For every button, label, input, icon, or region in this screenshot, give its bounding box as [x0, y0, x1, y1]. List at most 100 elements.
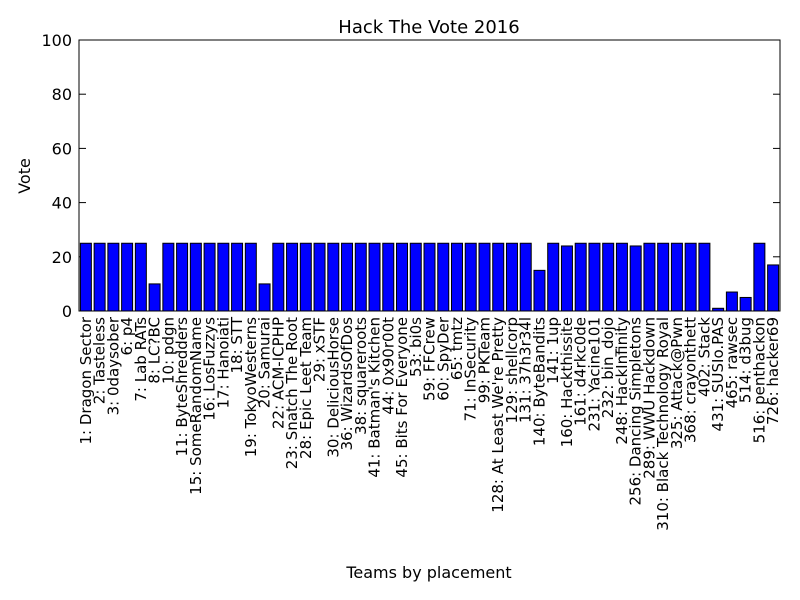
- bar: [409, 242, 422, 312]
- bar: [684, 242, 697, 312]
- x-tick-label: 30: DeliciousHorse: [324, 317, 342, 458]
- bars: [79, 242, 780, 312]
- x-tick-label: 131: 37h3r34l: [517, 317, 535, 423]
- x-tick-label: 256: Dancing Simpletons: [627, 317, 645, 506]
- x-tick-label: 44: 0x90r00t: [379, 317, 397, 415]
- bar: [107, 242, 120, 312]
- y-axis-label: Vote: [15, 158, 34, 194]
- x-tick-label: 11: ByteShredders: [173, 317, 191, 457]
- x-tick-label: 514: d3bug: [737, 317, 755, 403]
- x-tick-label: 45: Bits For Everyone: [393, 317, 411, 478]
- y-tick-label: 20: [52, 248, 72, 267]
- x-tick-label: 1: Dragon Sector: [77, 316, 95, 444]
- x-tick-label: 17: Hanoiati: [214, 317, 232, 408]
- x-tick-label: 231: Yacine101: [585, 317, 603, 432]
- x-tick-label: 22: ACM-ICPHP: [269, 317, 287, 429]
- y-tick-label: 0: [62, 302, 72, 321]
- bar: [574, 242, 587, 312]
- x-tick-label: 289: WWU Hackdown: [640, 317, 658, 479]
- x-tick-label: 19: TokyoWesterns: [242, 317, 260, 457]
- bar: [382, 242, 395, 312]
- bar: [93, 242, 106, 312]
- bar: [505, 242, 518, 312]
- x-tick-label: 402: Stack: [695, 317, 713, 397]
- bar: [450, 242, 463, 312]
- bar: [698, 242, 711, 312]
- bar: [602, 242, 615, 312]
- bar: [286, 242, 299, 312]
- x-tick-label: 16: LosFuzzys: [201, 317, 219, 421]
- y-tick-label: 60: [52, 139, 72, 158]
- x-tick-label: 6: p4: [118, 317, 136, 355]
- x-tick-label: 516: penthackon: [750, 317, 768, 443]
- bar: [121, 242, 134, 312]
- bar: [327, 242, 340, 312]
- bar: [560, 245, 573, 312]
- bar: [231, 242, 244, 312]
- bar: [341, 242, 354, 312]
- y-tick-label: 40: [52, 194, 72, 213]
- x-tick-label: 310: Black Technology Royal: [654, 317, 672, 531]
- bar: [478, 242, 491, 312]
- bar: [533, 269, 546, 312]
- bar: [203, 242, 216, 312]
- x-tick-label: 10: pdgn: [159, 317, 177, 384]
- x-tick-label: 15: SomeRandomName: [187, 317, 205, 495]
- bar: [464, 242, 477, 312]
- bar: [244, 242, 257, 312]
- x-tick-label: 20: Samurai: [256, 317, 274, 408]
- x-tick-label: 36: WizardsOfDos: [338, 317, 356, 451]
- x-tick-label: 99: PKTeam: [475, 317, 493, 403]
- bar: [547, 242, 560, 312]
- bar: [368, 242, 381, 312]
- x-tick-label: 60: SpyDer: [434, 316, 452, 401]
- bar: [272, 242, 285, 312]
- bar: [492, 242, 505, 312]
- y-axis-ticks: 0 20 40 60 80 100: [41, 31, 780, 321]
- x-tick-label: 325: Attack@Pwn: [668, 317, 686, 449]
- x-tick-label: 65: tmtz: [448, 317, 466, 380]
- x-tick-label: 726: hacker69: [764, 317, 782, 425]
- bar: [753, 242, 766, 312]
- x-tick-label: 128: At Least We're Pretty: [489, 317, 507, 513]
- bar: [588, 242, 601, 312]
- y-tick-label: 100: [41, 31, 72, 50]
- bar: [148, 283, 161, 312]
- bar: [615, 242, 628, 312]
- bar: [396, 242, 409, 312]
- x-tick-label: 71: InSecurity: [462, 317, 480, 422]
- chart-title: Hack The Vote 2016: [338, 17, 519, 38]
- y-tick-label: 80: [52, 85, 72, 104]
- x-tick-label: 38: squareroots: [352, 317, 370, 435]
- bar: [629, 245, 642, 312]
- x-tick-label: 41: Batman's Kitchen: [366, 317, 384, 478]
- bar: [176, 242, 189, 312]
- bar: [767, 264, 780, 312]
- x-tick-label: 141: 1up: [544, 317, 562, 384]
- bar: [670, 242, 683, 312]
- bar: [437, 242, 450, 312]
- bar: [354, 242, 367, 312]
- x-tick-label: 140: ByteBandits: [530, 317, 548, 446]
- bar: [189, 242, 202, 312]
- x-tick-label: 232: bin_dojo: [599, 317, 618, 418]
- x-tick-label: 8: LC?BC: [146, 317, 164, 384]
- x-tick-label: 53: bi0s: [407, 317, 425, 377]
- bar: [725, 291, 738, 312]
- x-tick-label: 7: Lab RATs: [132, 317, 150, 402]
- bar: [258, 283, 271, 312]
- bar: [79, 242, 92, 312]
- x-tick-label: 59: FFCrew: [421, 317, 439, 401]
- x-tick-label: 465: rawsec: [723, 317, 741, 408]
- bar: [313, 242, 326, 312]
- x-tick-label: 28: Epic Leet Team: [297, 317, 315, 459]
- plot-frame: [78, 39, 781, 312]
- bar: [134, 242, 147, 312]
- x-tick-label: 3: 0daysober: [104, 316, 122, 415]
- x-tick-label: 248: HackInfinity: [613, 317, 631, 445]
- bar: [423, 242, 436, 312]
- x-tick-label: 161: d4rkc0de: [572, 317, 590, 426]
- bar: [657, 242, 670, 312]
- x-tick-label: 160: Hackthissite: [558, 317, 576, 447]
